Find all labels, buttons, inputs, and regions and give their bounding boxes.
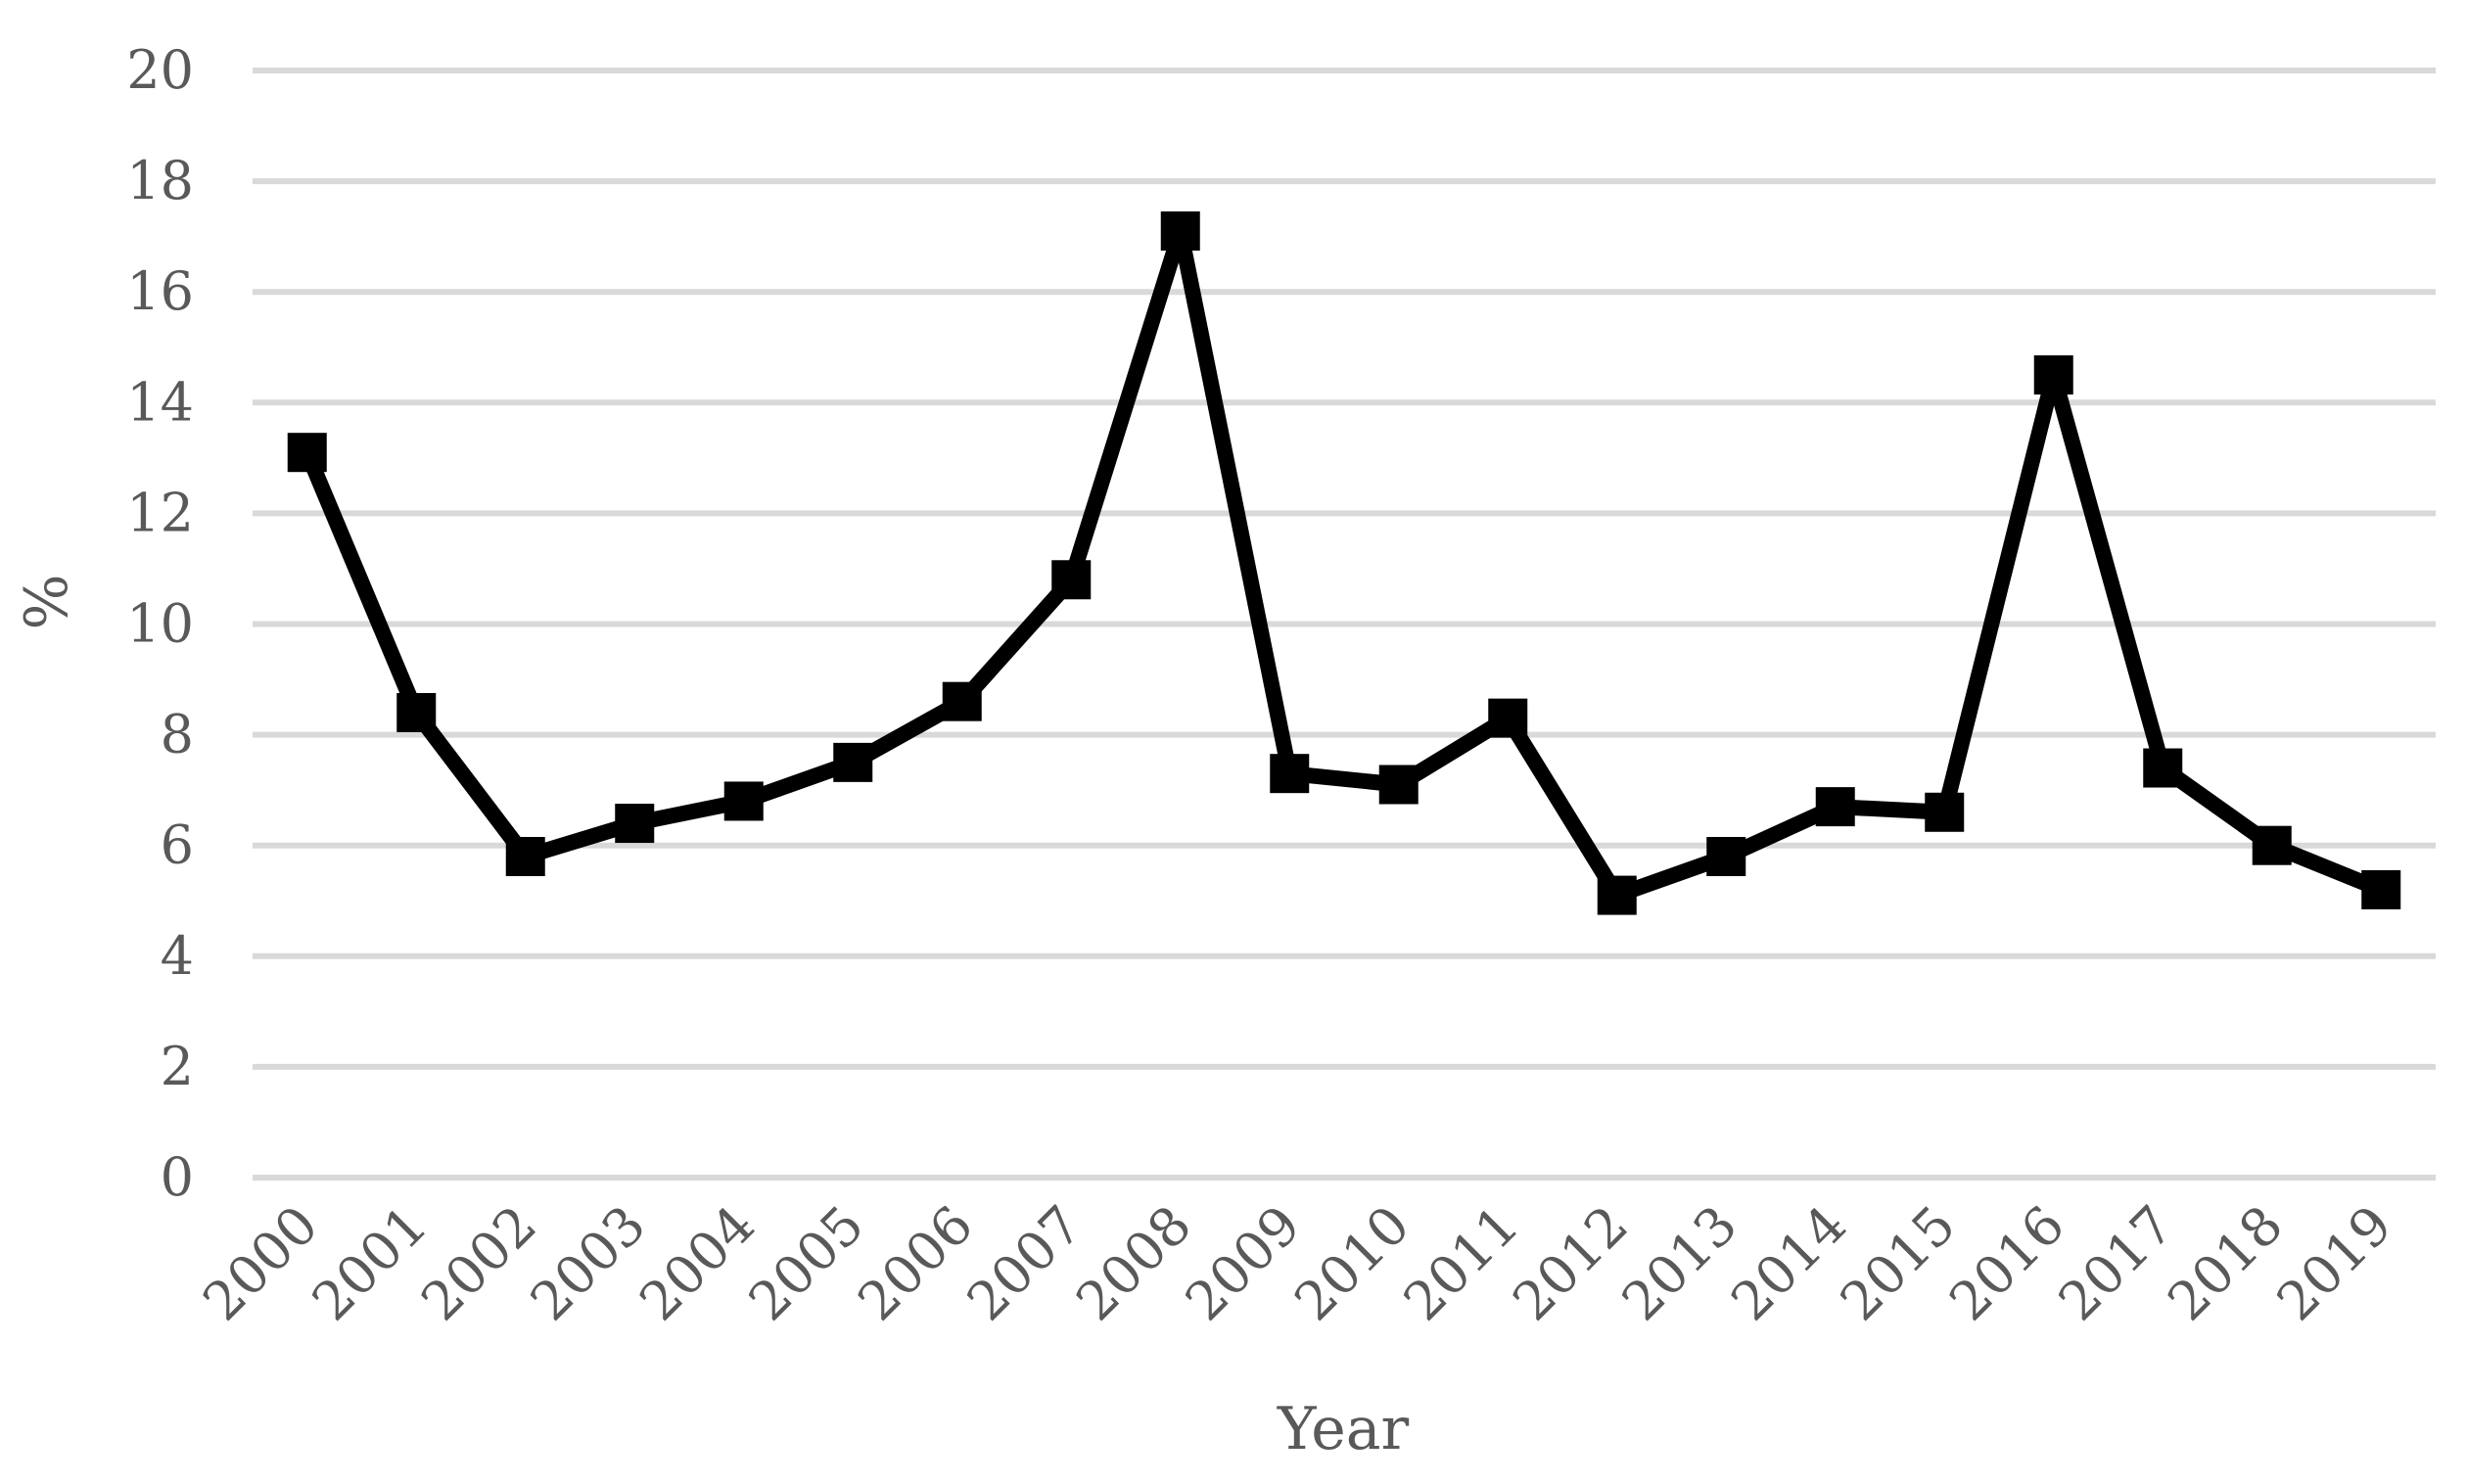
x-tick-label: 2017	[2047, 1194, 2186, 1333]
x-tick-label: 2011	[1392, 1194, 1531, 1333]
x-tick-label: 2002	[409, 1194, 548, 1333]
data-point-2015	[1925, 792, 1965, 832]
x-tick-label: 2019	[2265, 1194, 2404, 1333]
data-point-2003	[615, 804, 655, 844]
x-tick-label: 2018	[2156, 1194, 2295, 1333]
y-tick-label: 14	[126, 371, 194, 433]
gridlines	[253, 68, 2436, 1181]
x-tick-label: 2016	[1937, 1194, 2076, 1333]
y-tick-label: 16	[126, 260, 194, 322]
series-line	[299, 222, 2390, 904]
x-tick-label: 2003	[519, 1194, 658, 1333]
x-tick-label: 2009	[1174, 1194, 1313, 1333]
y-tick-label: 18	[126, 150, 194, 211]
x-tick-label: 2005	[737, 1194, 876, 1333]
data-point-2004	[723, 781, 764, 821]
data-point-2000	[287, 433, 327, 473]
data-point-2001	[396, 692, 437, 732]
y-tick-label: 6	[161, 814, 194, 876]
y-tick-label: 20	[126, 39, 194, 101]
data-point-2013	[1706, 837, 1746, 877]
x-axis-title: Year	[1277, 1395, 1410, 1463]
x-axis-ticks: 2000200120022003200420052006200720082009…	[191, 1194, 2403, 1333]
y-tick-label: 10	[126, 593, 194, 655]
data-point-2014	[1815, 787, 1855, 827]
x-tick-label: 2013	[1610, 1194, 1749, 1333]
y-tick-label: 8	[161, 704, 194, 765]
data-point-2006	[942, 681, 982, 721]
data-point-2017	[2143, 748, 2183, 788]
y-tick-label: 12	[126, 482, 194, 543]
x-tick-label: 2004	[628, 1194, 767, 1333]
x-tick-label: 2006	[846, 1194, 985, 1333]
y-tick-label: 2	[161, 1036, 194, 1097]
y-tick-label: 4	[161, 925, 194, 987]
data-point-2005	[833, 742, 873, 782]
x-tick-label: 2010	[1282, 1194, 1421, 1333]
data-point-2016	[2033, 355, 2073, 395]
data-point-2010	[1378, 765, 1419, 805]
data-point-2007	[1051, 560, 1092, 600]
y-axis-ticks: 0 2 4 6 8 10 12 14 16 18 20	[126, 39, 194, 1208]
data-point-2002	[505, 837, 545, 877]
data-point-2019	[2361, 869, 2401, 909]
series-group	[287, 210, 2401, 915]
data-point-2008	[1160, 210, 1200, 251]
x-tick-label: 2007	[955, 1194, 1094, 1333]
data-point-2012	[1597, 875, 1637, 915]
data-point-2011	[1488, 698, 1528, 738]
x-tick-label: 2008	[1064, 1194, 1203, 1333]
x-tick-label: 2001	[301, 1194, 440, 1333]
y-axis-title: %	[13, 574, 81, 629]
data-point-2018	[2252, 825, 2292, 865]
data-point-2009	[1270, 754, 1310, 794]
x-tick-label: 2000	[191, 1194, 330, 1333]
x-tick-label: 2012	[1501, 1194, 1640, 1333]
x-tick-label: 2015	[1829, 1194, 1968, 1333]
x-tick-label: 2014	[1719, 1194, 1858, 1333]
y-tick-label: 0	[161, 1146, 194, 1208]
